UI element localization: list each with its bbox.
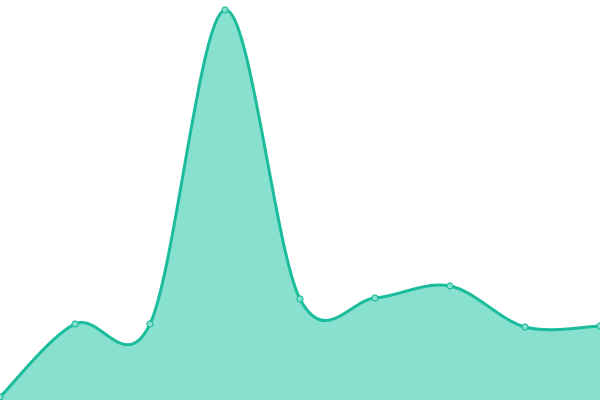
data-point-6 <box>446 282 454 290</box>
data-point-1 <box>71 320 79 328</box>
data-point-7 <box>521 323 529 331</box>
series-line <box>0 8 600 399</box>
area-fill <box>0 9 600 400</box>
data-point-4 <box>296 295 304 303</box>
data-point-3 <box>221 6 229 14</box>
data-point-5 <box>371 294 379 302</box>
data-point-8 <box>596 322 600 330</box>
data-point-0 <box>0 393 4 400</box>
data-point-2 <box>146 320 154 328</box>
data-points <box>0 6 600 400</box>
